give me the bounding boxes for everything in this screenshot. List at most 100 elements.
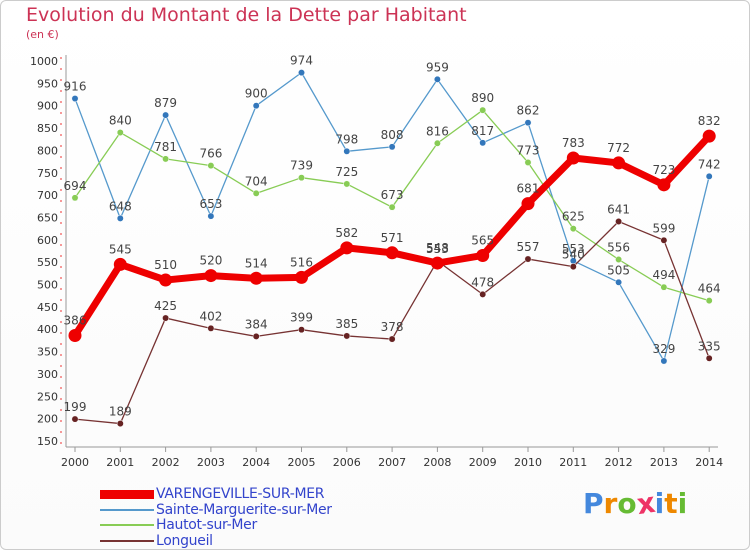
data-point (71, 194, 79, 202)
data-label: 335 (698, 339, 721, 353)
data-label: 817 (471, 124, 494, 138)
data-label: 959 (426, 60, 449, 74)
legend-item: Hautot-sur-Mer (100, 517, 257, 533)
data-label: 399 (290, 311, 313, 325)
data-point (162, 314, 170, 322)
data-point (252, 102, 260, 110)
y-tick-label: 700 (37, 189, 58, 202)
data-label: 766 (199, 147, 222, 161)
data-point (249, 271, 263, 285)
data-label: 553 (562, 242, 585, 256)
data-point (524, 159, 532, 166)
data-label: 494 (652, 268, 675, 282)
x-tick-label: 2002 (152, 456, 180, 469)
chart-subtitle: (en €) (26, 28, 59, 41)
x-tick-label: 2008 (423, 456, 451, 469)
data-point (113, 257, 127, 271)
data-label: 772 (607, 141, 630, 155)
data-label: 773 (517, 143, 540, 157)
data-label: 571 (381, 231, 404, 245)
data-label: 648 (109, 199, 132, 213)
data-label: 557 (517, 240, 540, 254)
y-tick-label: 750 (37, 167, 58, 180)
data-label: 329 (652, 342, 675, 356)
data-label: 798 (335, 132, 358, 146)
data-label: 478 (471, 275, 494, 289)
data-point (566, 151, 580, 165)
data-label: 189 (109, 405, 132, 419)
data-label: 653 (199, 197, 222, 211)
data-point (204, 269, 218, 283)
data-point (479, 106, 487, 114)
data-point (521, 197, 535, 211)
data-point (612, 156, 626, 170)
y-tick-label: 200 (37, 413, 58, 426)
data-point (71, 95, 79, 103)
legend-item: Longueil (100, 533, 213, 549)
data-point (162, 155, 170, 163)
data-point (340, 241, 354, 255)
y-tick-label: 950 (37, 77, 58, 90)
y-tick-label: 900 (37, 100, 58, 113)
data-point (660, 236, 668, 244)
x-tick-label: 2003 (197, 456, 225, 469)
data-label: 916 (64, 80, 87, 94)
x-tick-label: 2001 (106, 456, 134, 469)
data-label: 742 (698, 157, 721, 171)
chart-series (68, 69, 716, 428)
data-label: 545 (109, 242, 132, 256)
data-label: 739 (290, 159, 313, 173)
data-point (252, 189, 260, 197)
x-tick-label: 2011 (559, 456, 587, 469)
data-label: 520 (199, 254, 222, 268)
legend-label: Sainte-Marguerite-sur-Mer (156, 501, 332, 518)
proxiti-logo: Proxiti (583, 485, 688, 522)
data-point (68, 328, 82, 342)
data-point (159, 273, 173, 287)
data-label: 723 (652, 163, 675, 177)
data-point (207, 324, 215, 332)
data-label: 556 (607, 240, 630, 254)
data-point (71, 415, 79, 423)
data-point (705, 297, 713, 305)
data-point (569, 263, 577, 271)
data-point (298, 174, 305, 182)
data-point (433, 75, 441, 83)
data-label: 816 (426, 124, 449, 138)
data-point (116, 420, 124, 428)
data-point (162, 111, 170, 119)
data-label: 505 (607, 263, 630, 277)
data-label: 704 (245, 174, 268, 188)
data-point (660, 357, 668, 365)
data-point (298, 69, 305, 77)
data-label: 516 (290, 255, 313, 269)
x-tick-label: 2014 (695, 456, 723, 469)
line-chart: 150 200 250 300 350 400 450 500 550 600 650 700 750 8… (30, 54, 723, 469)
data-label: 783 (562, 136, 585, 150)
data-point (116, 129, 124, 136)
y-tick-label: 1000 (30, 55, 58, 68)
y-tick-label: 500 (37, 279, 58, 292)
data-point (476, 248, 490, 262)
x-tick-label: 2007 (378, 456, 406, 469)
legend-swatch (100, 524, 154, 526)
data-point (705, 172, 713, 180)
data-label: 840 (109, 114, 132, 128)
data-label: 900 (245, 87, 268, 101)
data-point (615, 256, 623, 263)
data-label: 879 (154, 96, 177, 110)
data-point (615, 218, 623, 225)
data-label: 378 (381, 320, 404, 334)
data-label: 832 (698, 114, 721, 128)
x-tick-label: 2010 (514, 456, 542, 469)
y-tick-label: 550 (37, 256, 58, 269)
data-label: 514 (245, 256, 268, 270)
data-point (252, 332, 260, 340)
legend-item: VARENGEVILLE-SUR-MER (100, 486, 325, 502)
x-tick-label: 2009 (469, 456, 497, 469)
data-point (657, 178, 671, 192)
data-label: 582 (335, 226, 358, 240)
data-label: 402 (199, 309, 222, 323)
data-point (702, 129, 716, 143)
legend-swatch (100, 489, 154, 499)
